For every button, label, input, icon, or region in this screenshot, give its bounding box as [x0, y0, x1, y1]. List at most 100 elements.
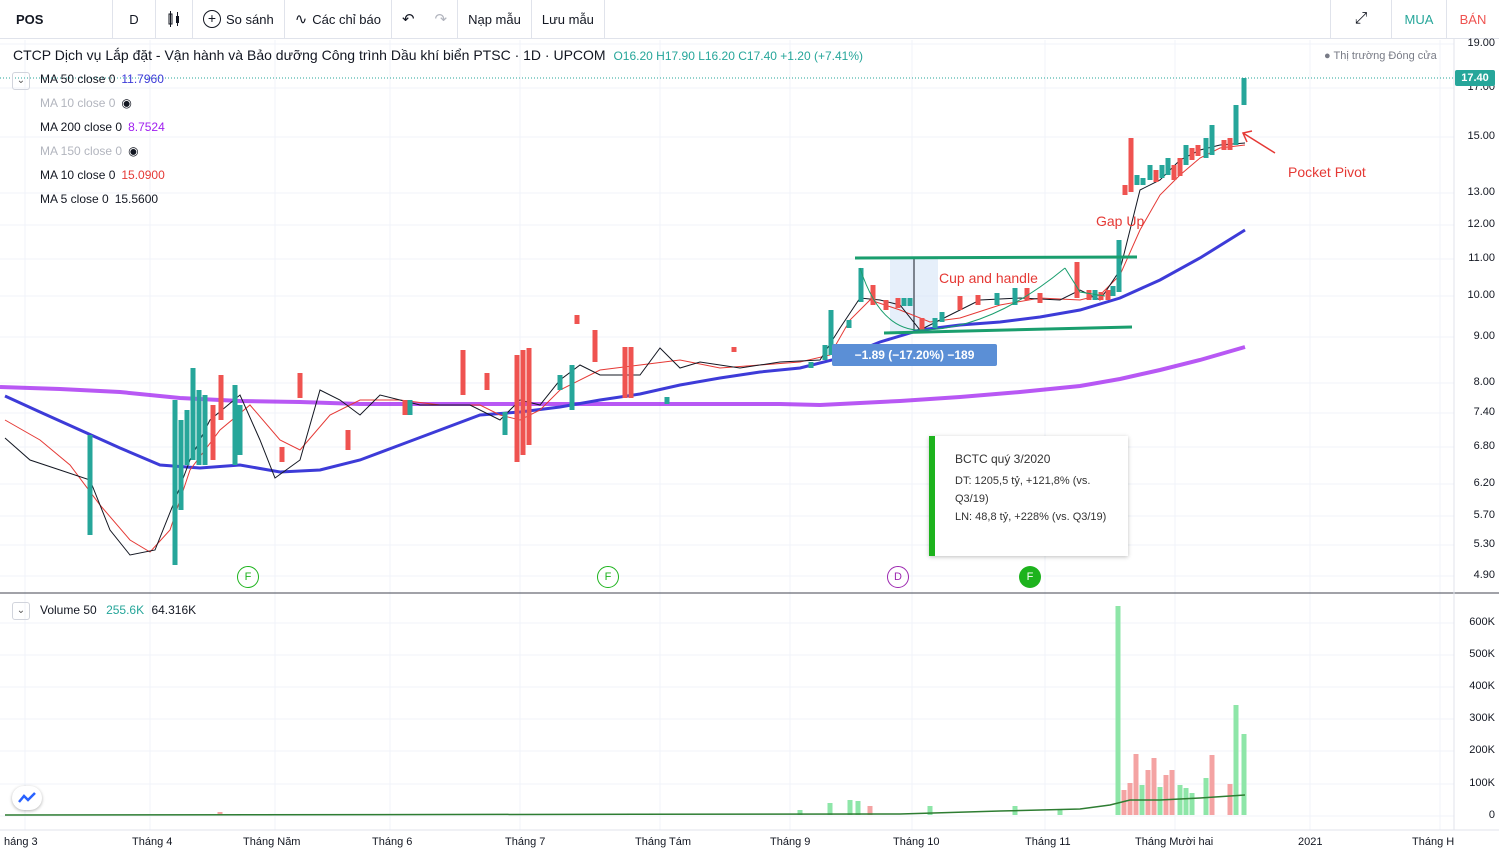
indicator-legend-item[interactable]: MA 5 close 0 15.5600 [40, 192, 158, 206]
tooltip-title: BCTC quý 3/2020 [955, 452, 1051, 466]
price-tick-label: 7.40 [1473, 406, 1495, 418]
volume-tick-label: 400K [1469, 680, 1495, 692]
save-template-button[interactable]: Lưu mẫu [541, 11, 594, 27]
indicator-value: 8.7524 [128, 120, 165, 134]
indicator-label: MA 10 close 0 [40, 96, 116, 110]
chart-title: CTCP Dịch vụ Lắp đặt - Vận hành và Bảo d… [13, 47, 863, 63]
price-tick-label: 8.00 [1473, 376, 1495, 388]
price-tick-label: 10.00 [1467, 289, 1495, 301]
fullscreen-icon: ⤢ [1354, 10, 1368, 27]
indicator-legend-item[interactable]: MA 50 close 0 11.7960 [40, 72, 164, 86]
candles-icon [168, 11, 179, 27]
volume-tick-label: 0 [1488, 809, 1495, 821]
price-tick-label: 5.70 [1473, 509, 1495, 521]
resistance-trendline[interactable] [854, 255, 1138, 260]
fullscreen-button[interactable]: ⤢ [1331, 0, 1391, 38]
gap-up-label[interactable]: Gap Up [1096, 213, 1145, 229]
time-tick-label: Tháng Năm [243, 836, 301, 848]
financial-event-marker-active[interactable]: F [1019, 566, 1041, 588]
indicator-legend-item[interactable]: MA 10 close 0 ◉ [40, 96, 132, 110]
load-template-button[interactable]: Nạp mẫu [468, 11, 521, 27]
indicator-value: 15.0900 [121, 168, 165, 182]
plus-circle-icon: + [203, 10, 221, 28]
support-trendline[interactable] [883, 325, 1133, 335]
time-tick-label: Tháng 9 [770, 836, 811, 848]
logo-icon [18, 792, 36, 803]
undo-button[interactable]: ↶ [392, 0, 425, 38]
indicator-legend-item[interactable]: MA 10 close 0 15.0900 [40, 168, 165, 182]
compare-label: So sánh [226, 11, 274, 27]
handle-curve[interactable] [1064, 267, 1106, 297]
volume-tick-label: 600K [1469, 616, 1495, 628]
symbol-search[interactable]: POS [16, 11, 44, 27]
price-tick-label: 11.00 [1468, 252, 1495, 264]
collapse-volume-legend-button[interactable]: ⌄ [12, 602, 30, 620]
price-tick-label: 15.00 [1467, 130, 1495, 142]
tooltip-revenue: DT: 1205,5 tỷ, +121,8% (vs. Q3/19) [955, 475, 1091, 505]
indicator-legend-item[interactable]: MA 150 close 0 ◉ [40, 144, 139, 158]
time-tick-label: Tháng Mười hai [1135, 836, 1214, 848]
indicators-icon: ∿ [294, 11, 308, 28]
price-tick-label: 5.30 [1473, 538, 1495, 550]
undo-icon: ↶ [401, 11, 415, 28]
indicator-label: MA 50 close 0 [40, 72, 116, 86]
volume-tick-label: 300K [1469, 712, 1495, 724]
price-tick-label: 12.00 [1467, 218, 1495, 230]
volume-tick-label: 500K [1469, 648, 1495, 660]
indicator-label: MA 5 close 0 [40, 192, 109, 206]
cup-curve[interactable] [859, 267, 1066, 331]
financial-event-marker[interactable]: F [597, 566, 619, 588]
indicator-label: MA 150 close 0 [40, 144, 123, 158]
ma50-line [4, 228, 1246, 474]
indicators-button[interactable]: ∿ Các chỉ báo [285, 0, 391, 38]
earnings-tooltip: BCTC quý 3/2020 DT: 1205,5 tỷ, +121,8% (… [929, 436, 1128, 556]
time-tick-label: Tháng H [1412, 836, 1455, 848]
indicator-value: 15.5600 [114, 192, 159, 206]
measure-label[interactable]: −1.89 (−17.20%) −189 [832, 344, 997, 366]
time-tick-label: Tháng 7 [505, 836, 546, 848]
indicator-label: MA 200 close 0 [40, 120, 123, 134]
indicator-value: 11.7960 [121, 72, 164, 86]
price-tick-label: 19.00 [1467, 37, 1495, 49]
cup-handle-label[interactable]: Cup and handle [939, 270, 1038, 286]
ohlc-values: O16.20 H17.90 L16.20 C17.40 +1.20 (+7.41… [613, 49, 863, 63]
buy-button[interactable]: MUA [1404, 11, 1434, 27]
time-tick-label: Tháng 11 [1025, 836, 1071, 848]
chart-type-button[interactable] [156, 0, 192, 38]
time-tick-label: Tháng 6 [372, 836, 413, 848]
indicators-label: Các chỉ báo [312, 11, 381, 27]
interval-button[interactable]: D [129, 11, 139, 27]
market-status: ● Thị trường Đóng cửa [1324, 50, 1437, 62]
tradingview-logo[interactable] [12, 786, 42, 810]
sell-button[interactable]: BÁN [1459, 11, 1487, 27]
price-tick-label: 6.20 [1473, 477, 1495, 489]
financial-event-marker[interactable]: F [237, 566, 259, 588]
dividend-event-marker[interactable]: D [887, 566, 909, 588]
eye-hidden-icon[interactable]: ◉ [121, 96, 132, 110]
tooltip-profit: LN: 48,8 tỷ, +228% (vs. Q3/19) [955, 511, 1107, 523]
pocket-pivot-label[interactable]: Pocket Pivot [1288, 164, 1366, 180]
indicator-legend-item[interactable]: MA 200 close 0 8.7524 [40, 120, 165, 134]
redo-icon: ↷ [434, 11, 448, 28]
price-tick-label: 4.90 [1473, 569, 1495, 581]
top-toolbar: POS D + So sánh ∿ Các chỉ báo ↶ ↷ Nạp mẫ… [0, 0, 1499, 39]
pocket-pivot-arrow[interactable] [1242, 132, 1276, 154]
price-candles [87, 78, 1247, 565]
volume-ma-line [4, 794, 1246, 816]
eye-hidden-icon[interactable]: ◉ [128, 144, 139, 158]
time-tick-label: Tháng Tám [635, 836, 692, 848]
symbol-description: CTCP Dịch vụ Lắp đặt - Vận hành và Bảo d… [13, 47, 606, 63]
redo-button[interactable]: ↷ [425, 0, 458, 38]
time-tick-label: Tháng 4 [132, 836, 173, 848]
compare-button[interactable]: + So sánh [193, 0, 284, 38]
time-tick-label: 2021 [1298, 836, 1323, 848]
ma200-line [0, 345, 1246, 408]
volume-tick-label: 100K [1469, 777, 1495, 789]
collapse-legend-button[interactable]: ⌄ [12, 72, 30, 90]
time-tick-label: Tháng 10 [893, 836, 940, 848]
time-tick-label: háng 3 [4, 836, 38, 848]
volume-bars [217, 606, 1247, 815]
volume-legend: Volume 50 255.6K 64.316K [40, 603, 197, 617]
current-price-label: 17.40 [1455, 70, 1495, 86]
